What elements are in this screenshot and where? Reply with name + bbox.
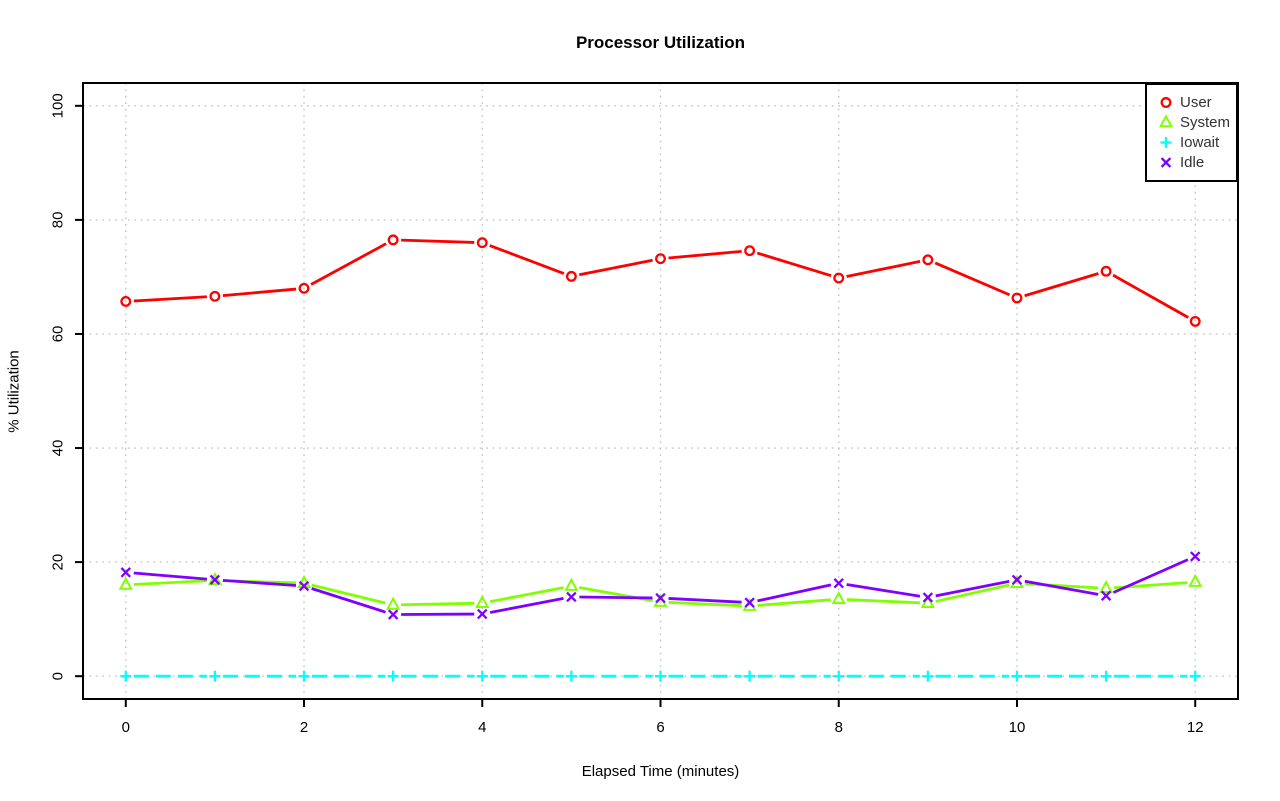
- series-segment: [578, 258, 653, 277]
- series-segment: [489, 586, 564, 604]
- circle-marker-icon: [1160, 97, 1172, 108]
- legend-label-system: System: [1180, 113, 1231, 131]
- series-segment: [133, 295, 207, 303]
- series-segment: [1024, 579, 1099, 596]
- series-segment: [401, 238, 475, 244]
- y-axis-title: % Utilization: [5, 350, 23, 433]
- series-segment: [846, 598, 920, 605]
- x-tick-label: 12: [1187, 719, 1204, 736]
- triangle-marker: [1188, 573, 1203, 587]
- legend-label-idle: Idle: [1180, 153, 1205, 171]
- legend-item-iowait: Iowait: [1147, 132, 1236, 152]
- triangle-marker: [475, 594, 490, 608]
- series-segment: [133, 579, 207, 586]
- series-segment: [311, 587, 386, 614]
- legend-item-user: User: [1147, 92, 1236, 112]
- legend-item-system: System: [1147, 112, 1236, 132]
- series-segment: [935, 579, 1010, 598]
- series-segment: [311, 583, 386, 605]
- series-segment: [489, 244, 565, 275]
- triangle-marker-icon: [1158, 114, 1174, 128]
- x-tick-label: 4: [478, 719, 486, 736]
- y-tick-label: 0: [49, 672, 66, 680]
- triangle-marker: [831, 590, 846, 604]
- circle-marker: [209, 290, 221, 302]
- chart-title: Processor Utilization: [575, 33, 746, 52]
- series-iowait: [120, 670, 1201, 682]
- circle-marker: [1189, 315, 1201, 327]
- legend-label-user: User: [1180, 93, 1212, 111]
- legend: User System Iowait Idle: [1145, 83, 1238, 182]
- series-segment: [579, 595, 653, 600]
- series-segment: [757, 583, 832, 603]
- legend-label-iowait: Iowait: [1180, 133, 1220, 151]
- circle-marker: [1011, 292, 1023, 304]
- series-segment: [668, 600, 742, 608]
- x-tick-label: 2: [300, 719, 308, 736]
- circle-marker: [120, 296, 132, 307]
- circle-marker: [565, 270, 577, 282]
- x-tick-label: 0: [122, 719, 130, 736]
- triangle-marker: [118, 576, 133, 590]
- x-tick-label: 6: [656, 719, 664, 736]
- y-tick-label: 20: [49, 554, 66, 571]
- x-tick-label: 10: [1009, 719, 1026, 736]
- circle-marker: [922, 254, 934, 266]
- circle-marker: [833, 272, 845, 284]
- series-segment: [222, 287, 297, 297]
- circle-marker: [298, 282, 310, 294]
- series-segment: [846, 583, 921, 598]
- plus-marker-icon: [1160, 137, 1172, 148]
- circle-marker: [655, 253, 666, 265]
- y-tick-label: 60: [49, 326, 66, 343]
- series-segment: [846, 260, 921, 278]
- axes: 0 2 4 6 8 10 12 0 20 40 60 80 100: [49, 93, 1203, 736]
- triangle-marker: [564, 577, 579, 591]
- series-segment: [668, 597, 742, 604]
- circle-marker: [387, 234, 399, 246]
- series-segment: [935, 583, 1010, 603]
- series-segment: [1112, 273, 1189, 319]
- y-tick-label: 80: [49, 212, 66, 229]
- series-segment: [757, 598, 831, 607]
- x-tick-label: 8: [835, 719, 843, 736]
- triangle-marker: [386, 596, 401, 610]
- series-user: [120, 234, 1201, 327]
- series-segment: [310, 242, 387, 286]
- series-segment: [934, 261, 1011, 297]
- series-idle: [120, 551, 1201, 620]
- series-segment: [1024, 272, 1099, 298]
- triangle-marker: [1099, 580, 1114, 594]
- series-segment: [489, 597, 564, 614]
- series-segment: [756, 251, 832, 278]
- circle-marker: [476, 237, 488, 249]
- series-segment: [668, 250, 742, 260]
- series-segment: [1112, 558, 1189, 594]
- x-marker-icon: [1160, 157, 1172, 168]
- triangle-marker: [920, 594, 935, 608]
- y-tick-label: 40: [49, 440, 66, 457]
- triangle-marker: [207, 572, 222, 586]
- series-segment: [222, 578, 297, 587]
- series-segment: [133, 571, 208, 581]
- series-segment: [401, 601, 475, 607]
- circle-marker: [1100, 265, 1112, 277]
- series-system: [118, 572, 1203, 611]
- legend-item-idle: Idle: [1147, 152, 1236, 172]
- circle-marker: [744, 245, 756, 257]
- y-tick-label: 100: [49, 93, 66, 118]
- x-axis-title: Elapsed Time (minutes): [581, 763, 740, 780]
